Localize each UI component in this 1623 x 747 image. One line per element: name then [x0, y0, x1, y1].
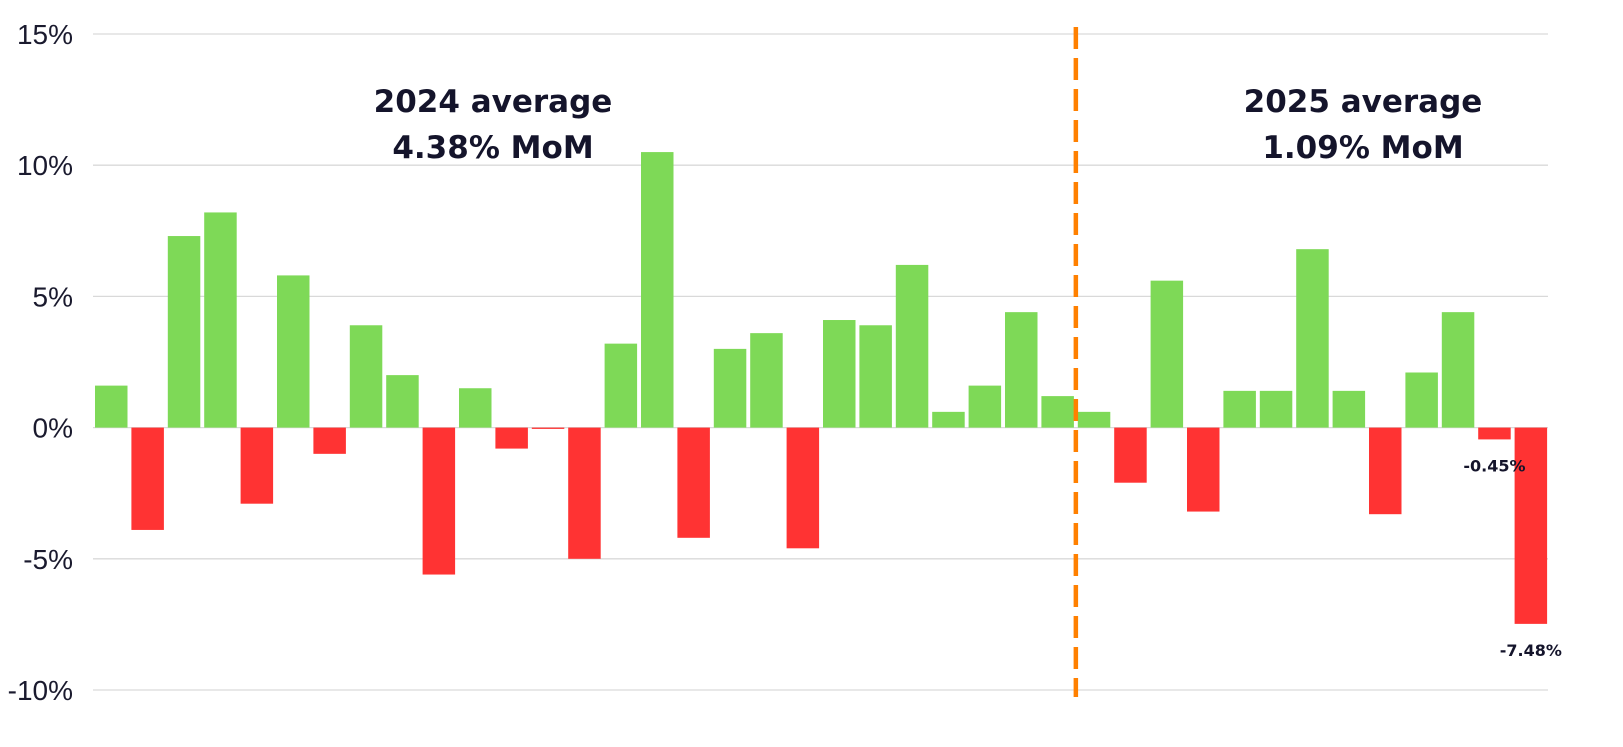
bar: [1441, 312, 1475, 428]
bar: [531, 427, 565, 429]
bar: [1369, 427, 1402, 515]
y-tick-label: 0%: [33, 413, 73, 444]
bar: [1405, 372, 1438, 428]
bar: [1478, 427, 1511, 440]
bar: [95, 385, 128, 428]
annotation-line: 2025 average: [1244, 84, 1483, 120]
bar: [1114, 427, 1147, 483]
bar: [422, 427, 456, 575]
bar: [1296, 249, 1329, 428]
y-tick-label: -10%: [8, 675, 73, 706]
bar: [1077, 411, 1111, 428]
average-annotations: 2024 average 4.38% MoM 2025 average 1.09% M…: [374, 84, 1483, 166]
bar: [1187, 427, 1220, 512]
bar: [167, 236, 201, 428]
bar: [1005, 312, 1038, 428]
y-axis-tick-labels: -10% -5% 0% 5% 10% 15%: [8, 19, 73, 706]
bars: [95, 152, 1548, 624]
bar: [1259, 390, 1293, 428]
bar: [895, 264, 929, 428]
bar-data-label: -0.45%: [1463, 456, 1525, 475]
bar: [568, 427, 601, 559]
bar: [1514, 427, 1548, 624]
bar-data-labels: -0.45% -7.48%: [1463, 456, 1562, 659]
bar: [1223, 390, 1256, 428]
average-annotation: 2024 average 4.38% MoM: [374, 84, 613, 166]
bar: [1332, 390, 1366, 428]
bar: [313, 427, 346, 454]
bar: [968, 385, 1002, 428]
bar: [277, 275, 310, 428]
bar: [823, 320, 856, 428]
y-tick-label: 10%: [17, 150, 73, 181]
bar: [1150, 280, 1184, 428]
bar: [786, 427, 820, 549]
bar: [495, 427, 528, 449]
bar: [240, 427, 274, 504]
bar: [204, 212, 237, 428]
annotation-line: 2024 average: [374, 84, 613, 120]
annotation-line: 4.38% MoM: [392, 130, 593, 166]
y-tick-label: -5%: [23, 544, 73, 575]
bar: [641, 152, 674, 428]
bar: [713, 348, 747, 428]
bar: [750, 333, 783, 428]
bar-data-label: -7.48%: [1500, 641, 1562, 660]
bar: [677, 427, 710, 538]
bar: [349, 325, 383, 428]
bar: [459, 388, 492, 428]
annotation-line: 1.09% MoM: [1262, 130, 1463, 166]
bar: [859, 325, 892, 428]
bar: [932, 411, 965, 428]
average-annotation: 2025 average 1.09% MoM: [1244, 84, 1483, 166]
bar: [386, 375, 419, 428]
bar: [1041, 396, 1074, 428]
bar: [131, 427, 164, 530]
y-tick-label: 15%: [17, 19, 73, 50]
bar: [604, 343, 638, 428]
y-tick-label: 5%: [33, 281, 73, 312]
